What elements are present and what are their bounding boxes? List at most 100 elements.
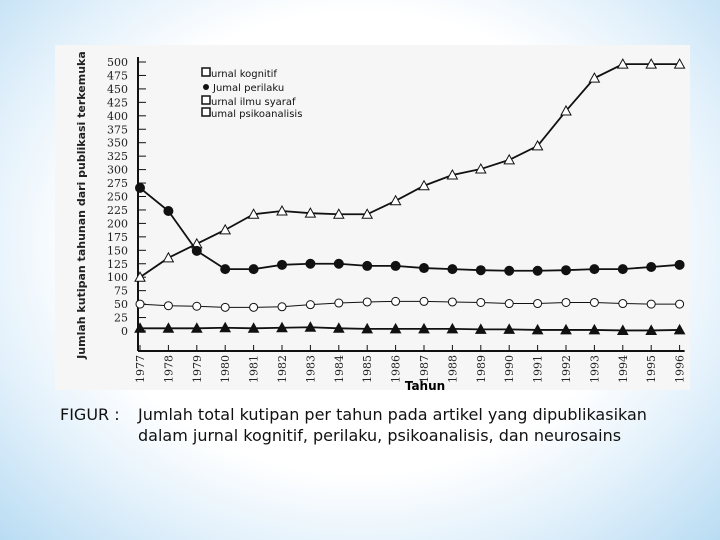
legend-entry: umal psikoanalisis [211, 109, 302, 120]
data-point [220, 302, 230, 312]
data-point [219, 223, 232, 235]
series-line [139, 63, 680, 278]
data-point [162, 251, 175, 263]
x-tick-label: 1989 [475, 355, 488, 383]
data-point [531, 139, 544, 151]
chart-image: 0 25 50 75 100 125 150 175 200 225 250 275 300 325 350… [55, 45, 690, 390]
data-point [163, 301, 173, 311]
data-point [560, 323, 572, 335]
data-point [589, 264, 600, 275]
data-point [134, 322, 146, 333]
x-tick-label: 1994 [617, 355, 630, 383]
legend-entry: urnal kognitif [211, 69, 277, 80]
y-tick-label: 500 [107, 56, 128, 69]
data-point [190, 322, 203, 333]
x-tick-label: 1990 [503, 355, 516, 383]
data-point [616, 324, 629, 335]
caption-label: FIGUR : [60, 405, 120, 424]
data-point [391, 296, 401, 306]
y-tick-label: 350 [107, 137, 128, 150]
x-tick-label: 1980 [219, 355, 232, 383]
line-chart: 0255075100125150175200225250275300325350… [75, 51, 687, 390]
data-point [277, 259, 287, 270]
legend-entry: Jumal perilaku [212, 83, 284, 94]
series-line [139, 300, 680, 308]
series-jurnal-perilaku [135, 182, 685, 276]
y-tick-label: 475 [107, 69, 128, 82]
data-point [475, 265, 486, 276]
y-tick-label: 450 [107, 83, 128, 96]
data-point [389, 194, 402, 206]
data-point [531, 323, 544, 335]
series-jurnal-psikoanalisis [135, 296, 685, 312]
x-tick-label: 1981 [248, 355, 261, 383]
data-point [135, 299, 145, 309]
y-tick-label: 25 [114, 312, 128, 325]
data-point [645, 324, 658, 335]
data-point [646, 299, 656, 309]
data-point [332, 208, 345, 219]
x-tick-label: 1977 [134, 355, 147, 383]
data-point [304, 207, 317, 218]
data-point [418, 179, 430, 191]
data-point [361, 322, 374, 334]
data-point [673, 323, 686, 335]
data-point [192, 301, 202, 311]
data-point [645, 58, 658, 69]
x-tick-label: 1992 [560, 355, 573, 383]
data-point [332, 322, 345, 333]
data-point [673, 58, 686, 69]
y-tick-label: 425 [107, 96, 128, 109]
data-point [418, 322, 430, 334]
data-point [277, 302, 287, 312]
x-tick-label: 1983 [304, 355, 317, 383]
data-point [533, 299, 543, 309]
data-point [389, 322, 402, 334]
data-point [362, 297, 372, 307]
data-point [446, 168, 459, 180]
data-point [588, 323, 601, 335]
x-axis-label: Tahun [405, 379, 445, 390]
x-tick-label: 1988 [446, 355, 459, 383]
x-tick-label: 1982 [276, 355, 289, 383]
data-point [419, 263, 429, 274]
legend-marker-icon [201, 107, 211, 117]
data-point [390, 260, 401, 271]
x-tick-label: 1978 [162, 355, 175, 383]
y-tick-label: 375 [107, 123, 128, 136]
data-point [447, 264, 458, 275]
x-tick-label: 1996 [674, 355, 687, 383]
data-point [334, 298, 344, 308]
y-axis-label: Jumlah kutipan tahunan dari publikasi te… [75, 51, 88, 360]
data-point [305, 300, 315, 310]
caption-text: Jumlah total kutipan per tahun pada arti… [138, 405, 647, 445]
data-point [220, 264, 231, 275]
figure-caption: FIGUR : Jumlah total kutipan per tahun p… [60, 404, 700, 446]
legend-marker-icon [203, 84, 209, 90]
y-tick-label: 200 [107, 217, 128, 230]
series-line [139, 187, 680, 272]
data-point [248, 264, 259, 275]
data-point [419, 296, 429, 306]
data-point [674, 259, 685, 270]
data-point [276, 321, 288, 333]
data-point [219, 321, 232, 333]
x-tick-label: 1984 [333, 355, 346, 383]
x-tick-label: 1979 [191, 355, 204, 383]
data-point [305, 258, 316, 269]
data-point [616, 58, 629, 69]
y-tick-label: 225 [107, 204, 128, 217]
y-tick-label: 300 [107, 164, 128, 177]
legend-marker-icon [201, 95, 211, 105]
x-tick-label: 1985 [361, 355, 374, 383]
data-point [247, 322, 260, 333]
data-point [589, 297, 599, 307]
data-point [560, 104, 572, 116]
series-jurnal-kognitif [134, 58, 686, 282]
data-point [675, 299, 685, 309]
data-point [504, 265, 515, 276]
y-tick-label: 50 [114, 298, 128, 311]
x-tick-label: 1991 [532, 355, 545, 383]
y-tick-label: 400 [107, 110, 128, 123]
data-point [474, 163, 487, 174]
